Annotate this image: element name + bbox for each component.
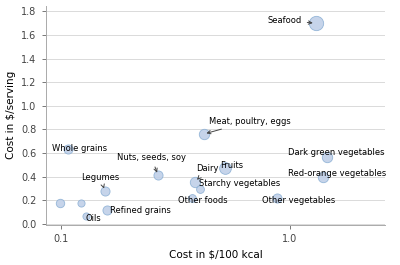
Point [274,196,280,200]
Text: Meat, poultry, eggs: Meat, poultry, eggs [207,117,291,134]
Point [155,173,161,178]
X-axis label: Cost in $/100 kcal: Cost in $/100 kcal [168,249,262,259]
Text: Whole grains: Whole grains [52,144,107,153]
Point [104,207,110,212]
Text: Legumes: Legumes [81,173,120,188]
Point [83,214,89,218]
Point [57,201,64,205]
Text: Dairy: Dairy [196,164,219,179]
Text: Nuts, seeds, soy: Nuts, seeds, soy [117,153,186,172]
Text: Red-orange vegetables: Red-orange vegetables [288,169,386,178]
Text: Seafood: Seafood [268,16,312,25]
Point [222,166,228,170]
Point [200,132,207,136]
Point [320,175,326,179]
Text: Refined grains: Refined grains [110,206,171,215]
Text: Oils: Oils [86,214,102,223]
Point [65,147,71,152]
Point [189,196,196,200]
Text: Other foods: Other foods [178,196,228,205]
Text: Fruits: Fruits [220,161,243,170]
Point [197,187,203,192]
Y-axis label: Cost in $/serving: Cost in $/serving [6,71,16,159]
Text: Other vegetables: Other vegetables [262,196,336,205]
Point [312,21,319,25]
Point [324,155,330,159]
Point [102,189,108,193]
Point [192,180,198,184]
Point [78,201,84,205]
Text: Dark green vegetables: Dark green vegetables [288,148,384,157]
Text: Starchy vegetables: Starchy vegetables [199,179,280,188]
